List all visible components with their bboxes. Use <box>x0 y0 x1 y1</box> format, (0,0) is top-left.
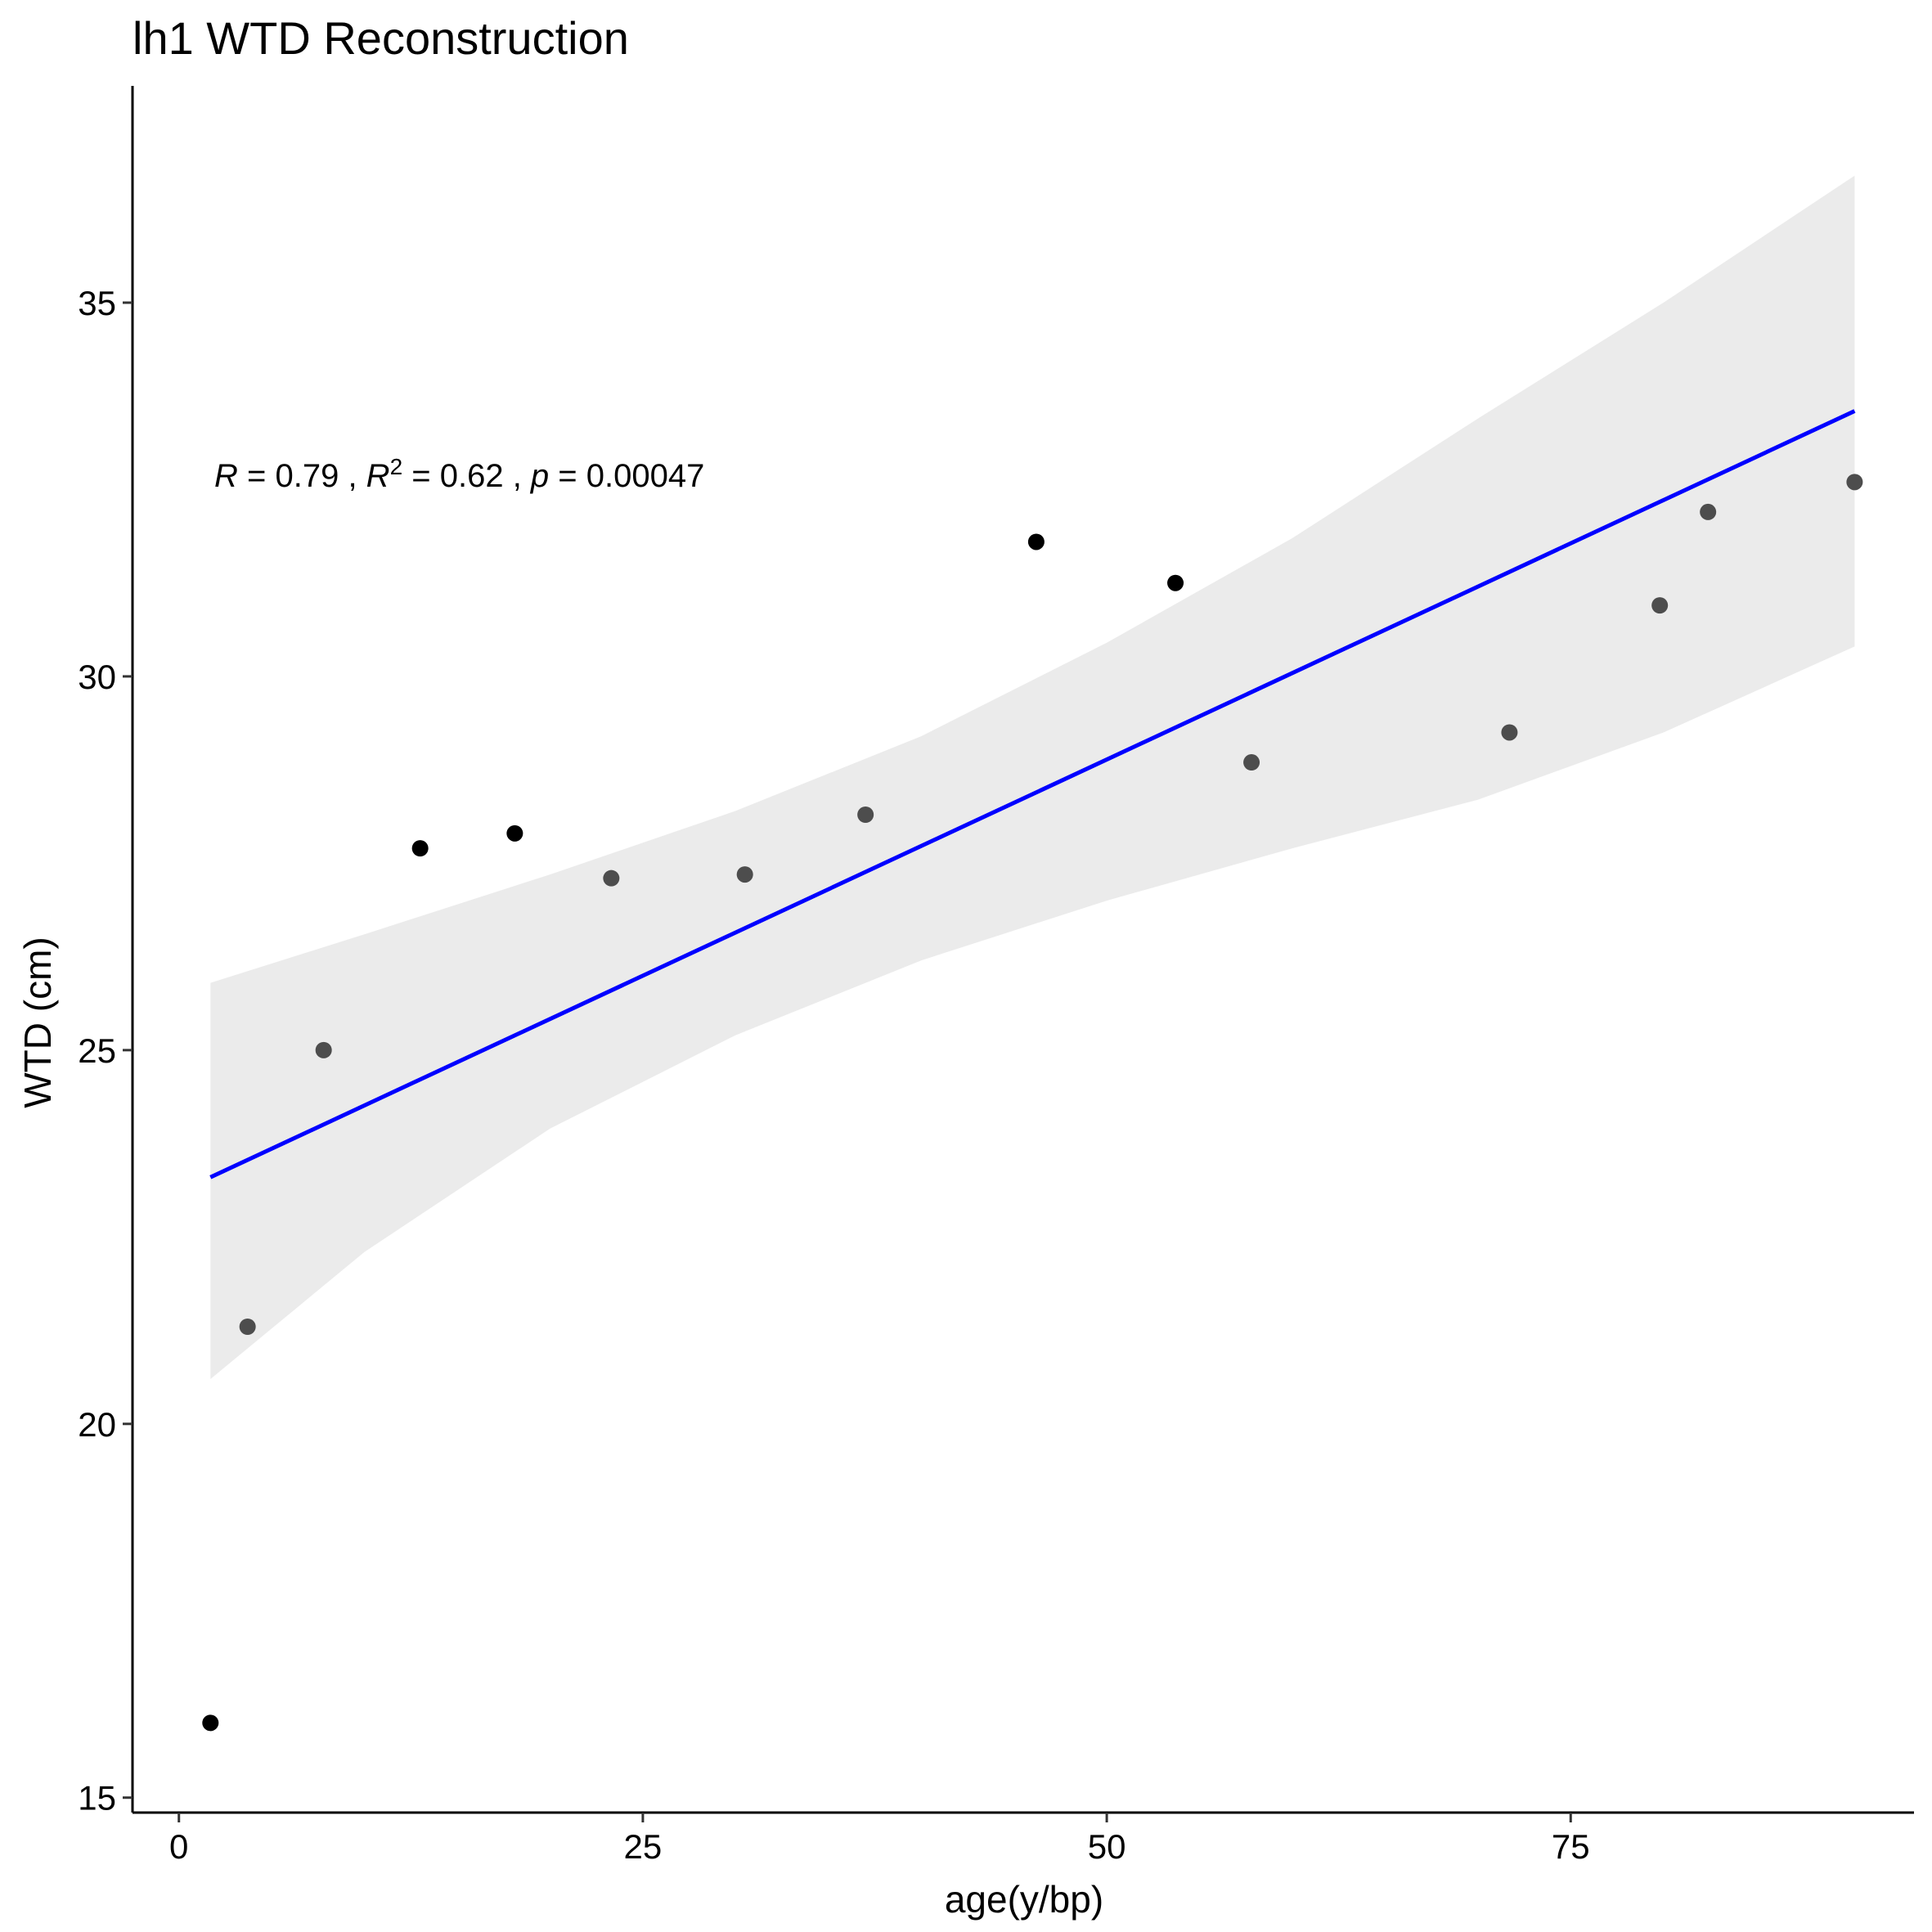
y-tick-label: 30 <box>78 658 116 696</box>
r2-symbol: R <box>366 458 390 494</box>
data-point <box>1501 724 1518 741</box>
y-tick-label: 35 <box>78 284 116 322</box>
chart-title: lh1 WTD Reconstruction <box>133 12 629 64</box>
correlation-annotation: R = 0.79 , R2 = 0.62 , p = 0.00047 <box>214 454 704 495</box>
data-point <box>1167 574 1184 591</box>
x-axis-title: age(y/bp) <box>945 1878 1103 1921</box>
y-tick-label: 20 <box>78 1405 116 1444</box>
x-tick-label: 50 <box>1088 1827 1126 1866</box>
x-tick-label: 0 <box>169 1827 188 1866</box>
data-point <box>239 1318 256 1335</box>
data-point <box>1700 503 1717 520</box>
data-points-layer <box>202 474 1863 1732</box>
confidence-band-layer <box>210 175 1855 1380</box>
r2-value: = 0.62 , <box>402 458 531 494</box>
y-tick-label: 15 <box>78 1779 116 1817</box>
data-point <box>1243 754 1260 771</box>
p-symbol: p <box>530 458 549 494</box>
y-tick-label: 25 <box>78 1031 116 1070</box>
data-point <box>411 840 429 857</box>
p-value: = 0.00047 <box>549 458 704 494</box>
data-point <box>1651 597 1669 614</box>
data-point <box>202 1714 219 1732</box>
regression-line-layer <box>209 409 1856 1179</box>
confidence-band <box>210 175 1855 1380</box>
x-tick-label: 25 <box>624 1827 663 1866</box>
y-axis-title: WTD (cm) <box>16 937 59 1108</box>
data-point <box>1027 533 1045 550</box>
axes-layer: 15 20 25 30 35 0 25 50 75 <box>78 86 1914 1866</box>
data-point <box>1846 474 1863 491</box>
r2-superscript: 2 <box>390 454 403 479</box>
r-symbol: R <box>214 458 238 494</box>
data-point <box>315 1041 332 1058</box>
data-point <box>506 824 523 842</box>
data-point <box>603 869 620 887</box>
x-tick-label: 75 <box>1552 1827 1590 1866</box>
r-value: = 0.79 , <box>238 458 366 494</box>
data-point <box>857 806 874 824</box>
regression-line <box>209 409 1856 1179</box>
data-point <box>736 866 753 883</box>
